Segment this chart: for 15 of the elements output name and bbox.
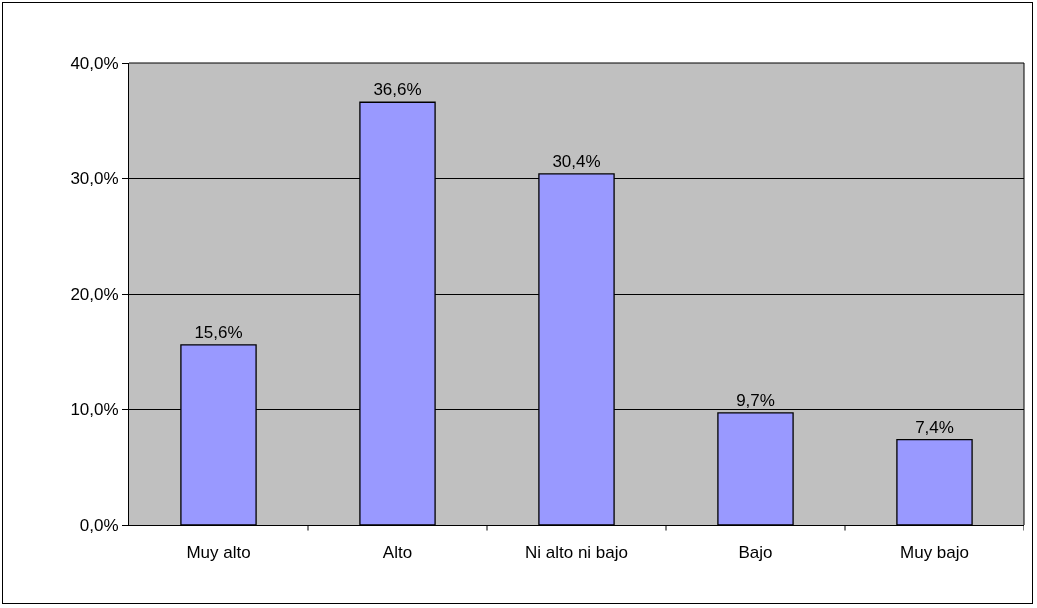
data-label: 7,4% (915, 417, 954, 437)
y-tick-label: 0,0% (79, 515, 119, 535)
x-tick-label: Bajo (738, 543, 773, 563)
x-tick-label: Muy bajo (900, 543, 969, 563)
data-label: 15,6% (194, 322, 243, 342)
data-label: 30,4% (552, 151, 601, 171)
data-label: 9,7% (736, 390, 775, 410)
y-tick-label: 20,0% (70, 284, 119, 304)
x-tick-label: Ni alto ni bajo (524, 543, 629, 563)
y-tick-label: 30,0% (70, 169, 119, 189)
x-tick-label: Alto (382, 543, 413, 563)
data-label: 36,6% (373, 80, 422, 100)
x-tick-label: Muy alto (186, 543, 251, 563)
y-tick-label: 10,0% (70, 400, 119, 420)
y-tick-label: 40,0% (70, 53, 119, 73)
